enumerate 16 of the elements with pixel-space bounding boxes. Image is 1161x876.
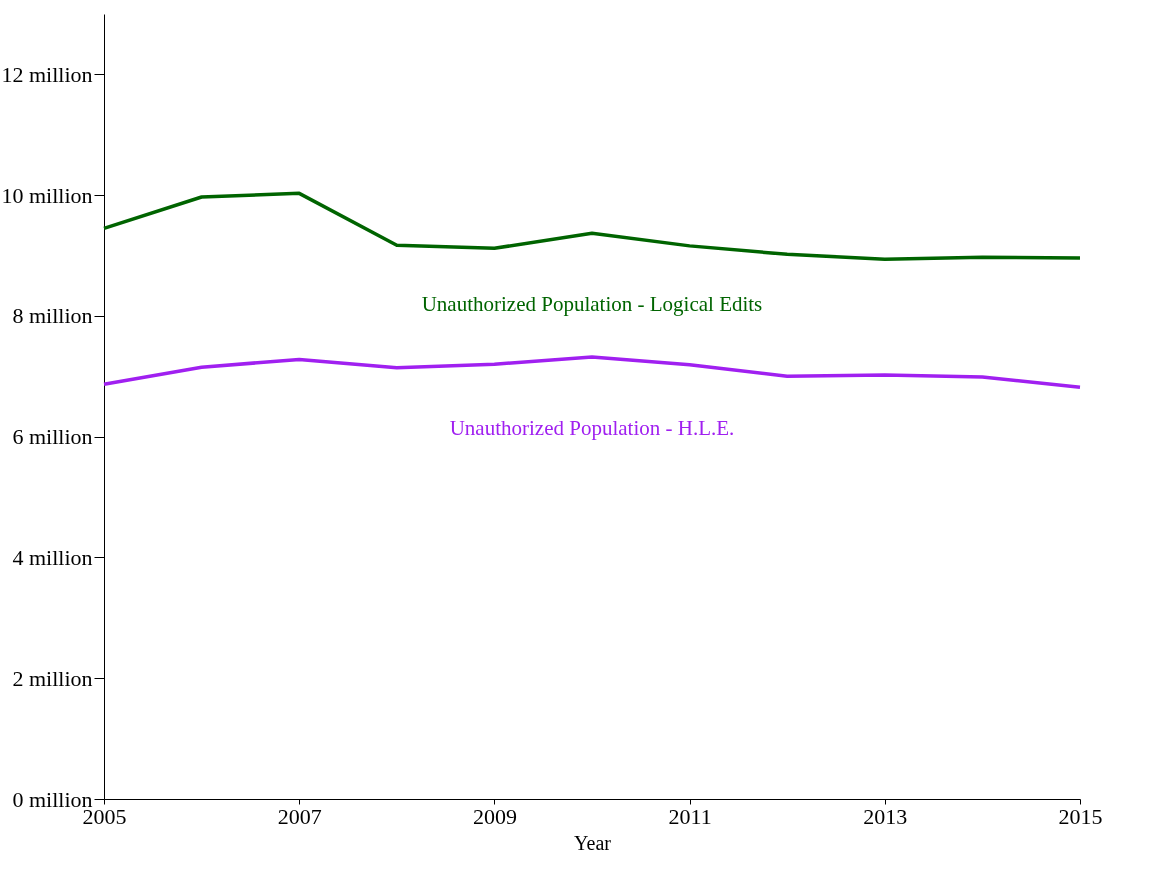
y-tick-label: 2 million <box>12 665 93 691</box>
x-tick-label: 2011 <box>668 803 712 829</box>
x-axis-title: Year <box>574 831 612 854</box>
series-label: Unauthorized Population - Logical Edits <box>421 292 763 317</box>
y-tick-label: 6 million <box>12 424 93 450</box>
x-tick-label: 2015 <box>1058 803 1103 829</box>
y-tick-label: 10 million <box>1 182 93 208</box>
x-tick-label: 2007 <box>277 803 322 829</box>
y-tick-label: 12 million <box>1 61 93 87</box>
text: Unauthorized Population - H.L.E. <box>449 415 735 440</box>
x-tick-label: 2009 <box>472 803 517 829</box>
line-series <box>102 355 1082 389</box>
line-series <box>102 191 1082 261</box>
y-tick-label: 8 million <box>12 303 93 329</box>
y-tick-label: 4 million <box>12 544 93 570</box>
x-tick-label: 2013 <box>863 803 908 829</box>
